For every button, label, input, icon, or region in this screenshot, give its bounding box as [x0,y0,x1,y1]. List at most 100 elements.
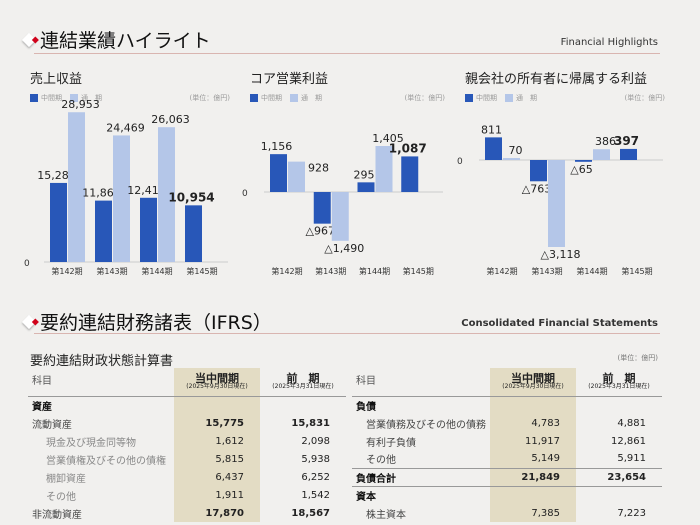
row-current: 11,917 [490,432,576,450]
row-current: 17,870 [174,504,260,522]
highlights-title-en: Financial Highlights [560,37,658,48]
legend-label: 中間期 [476,94,497,102]
diamond-icon [21,32,37,47]
row-previous: 4,881 [617,417,646,429]
row-label: 資本 [356,491,376,503]
category-label: 第145期 [186,266,217,276]
row-label: 流動資産 [32,419,72,431]
chart-plot: 0 第142期 1,156 928 第143期 △967 △1,490 第144期 295 1,4… [242,132,443,276]
table-header: 科目 当中間期 (2025年9月30日現在) 前 期 (2025年3月31日現在) [352,368,662,397]
table-row: 負債 [352,396,662,414]
highlights-title-text: 連結業績ハイライト [40,30,211,52]
col-current: 当中間期 (2025年9月30日現在) [490,368,576,397]
data-label: 295 [354,168,375,181]
category-label: 第143期 [96,266,127,276]
col-previous-date: (2025年3月31日現在) [272,383,334,391]
statements-title-text: 要約連結財務諸表（IFRS） [40,312,272,334]
table-row: 株主資本 7,385 7,223 [352,504,662,522]
statements-title-en: Consolidated Financial Statements [461,318,658,329]
bar-full [548,160,565,247]
row-current [490,396,576,414]
row-label: 棚卸資産 [46,473,86,485]
data-label: 397 [614,134,639,148]
chart-legend: 中間期 通 期 (単位：億円) [250,93,445,103]
bar-interim [185,205,202,262]
row-previous: 7,223 [617,507,646,519]
col-current-date: (2025年9月30日現在) [502,383,564,391]
chart-net-income: 親会社の所有者に帰属する利益 中間期 通 期 (単位：億円) 0 第142期 811 70 第… [457,68,665,276]
row-current [490,486,576,504]
table-row: 営業債権及びその他の債権 5,815 5,938 [28,450,346,468]
diamond-icon [21,314,37,329]
row-previous: 5,938 [301,453,330,465]
category-label: 第143期 [531,266,562,276]
legend-label: 通 期 [516,94,537,102]
chart-legend: 中間期 通 期 (単位：億円) [30,93,230,103]
divider [34,53,660,54]
data-label: 70 [509,144,523,157]
table-row: 資産 [28,396,346,414]
data-label: △763 [522,182,551,195]
table-row: 営業債務及びその他の債務 4,783 4,881 [352,414,662,432]
bar-interim [95,200,112,262]
bs-title: 要約連結財政状態計算書 [30,354,174,369]
table-row: 流動資産 15,775 15,831 [28,414,346,432]
legend-swatch [505,94,513,102]
bar-full [288,161,305,192]
table-row: 非流動資産 17,870 18,567 [28,504,346,522]
col-current: 当中間期 (2025年9月30日現在) [174,368,260,397]
bar-interim [357,182,375,192]
chart-unit: (単位：億円) [404,94,445,102]
table-row: 資本 [352,486,662,504]
col-current-date: (2025年9月30日現在) [186,383,248,391]
category-label: 第143期 [315,266,346,276]
bar-interim [401,156,419,192]
legend-label: 中間期 [41,94,62,102]
liabilities-table: 科目 当中間期 (2025年9月30日現在) 前 期 (2025年3月31日現在) 負債営… [352,368,662,522]
bar-full [113,135,130,262]
chart-plot: 0 第142期 15,286 28,953 第143期 11,869 24,469 第144期… [24,98,228,276]
row-previous: 18,567 [291,507,330,519]
data-label: 1,156 [261,140,293,153]
bar-interim [620,148,637,160]
divider [34,333,660,334]
row-label: 非流動資産 [32,509,82,521]
chart-unit: (単位：億円) [189,94,230,102]
table-row: その他 5,149 5,911 [352,450,662,468]
bar-full [331,192,349,241]
category-label: 第142期 [271,266,302,276]
row-label: 株主資本 [366,509,406,521]
bar-full [68,112,85,262]
legend-label: 通 期 [81,94,102,102]
row-label: 資産 [32,401,52,413]
row-current: 6,437 [174,468,260,486]
bs-unit: (単位：億円) [617,354,658,362]
row-previous [260,396,346,414]
bar-interim [270,154,287,192]
zero-label: 0 [242,189,248,199]
row-current: 1,612 [174,432,260,450]
data-label: △3,118 [541,248,581,261]
data-label: 811 [481,123,502,136]
data-label: 11,869 [82,187,121,200]
data-label: 24,469 [106,121,145,134]
zero-label: 0 [24,259,30,269]
row-current: 21,849 [490,467,576,487]
chart-unit: (単位：億円) [624,94,665,102]
col-previous-date: (2025年3月31日現在) [588,383,650,391]
legend-swatch [250,94,258,102]
data-label: △967 [306,225,335,238]
chart-plot: 0 第142期 811 70 第143期 △763 △3,118 第144期 △65 386 第14… [457,123,663,276]
row-label: 営業債務及びその他の債務 [366,419,486,431]
row-current: 4,783 [490,414,576,432]
legend-interim: 中間期 [250,93,282,103]
category-label: 第144期 [576,266,607,276]
table-row: その他 1,911 1,542 [28,486,346,504]
chart-core-op: コア営業利益 中間期 通 期 (単位：億円) 0 第142期 1,156 928 第143期 △… [242,68,445,276]
table-row: 現金及び現金同等物 1,612 2,098 [28,432,346,450]
legend-swatch [30,94,38,102]
row-previous: 12,861 [611,435,646,447]
row-current: 7,385 [490,504,576,522]
col-item: 科目 [28,368,174,397]
col-current-label: 当中間期 [511,371,555,385]
